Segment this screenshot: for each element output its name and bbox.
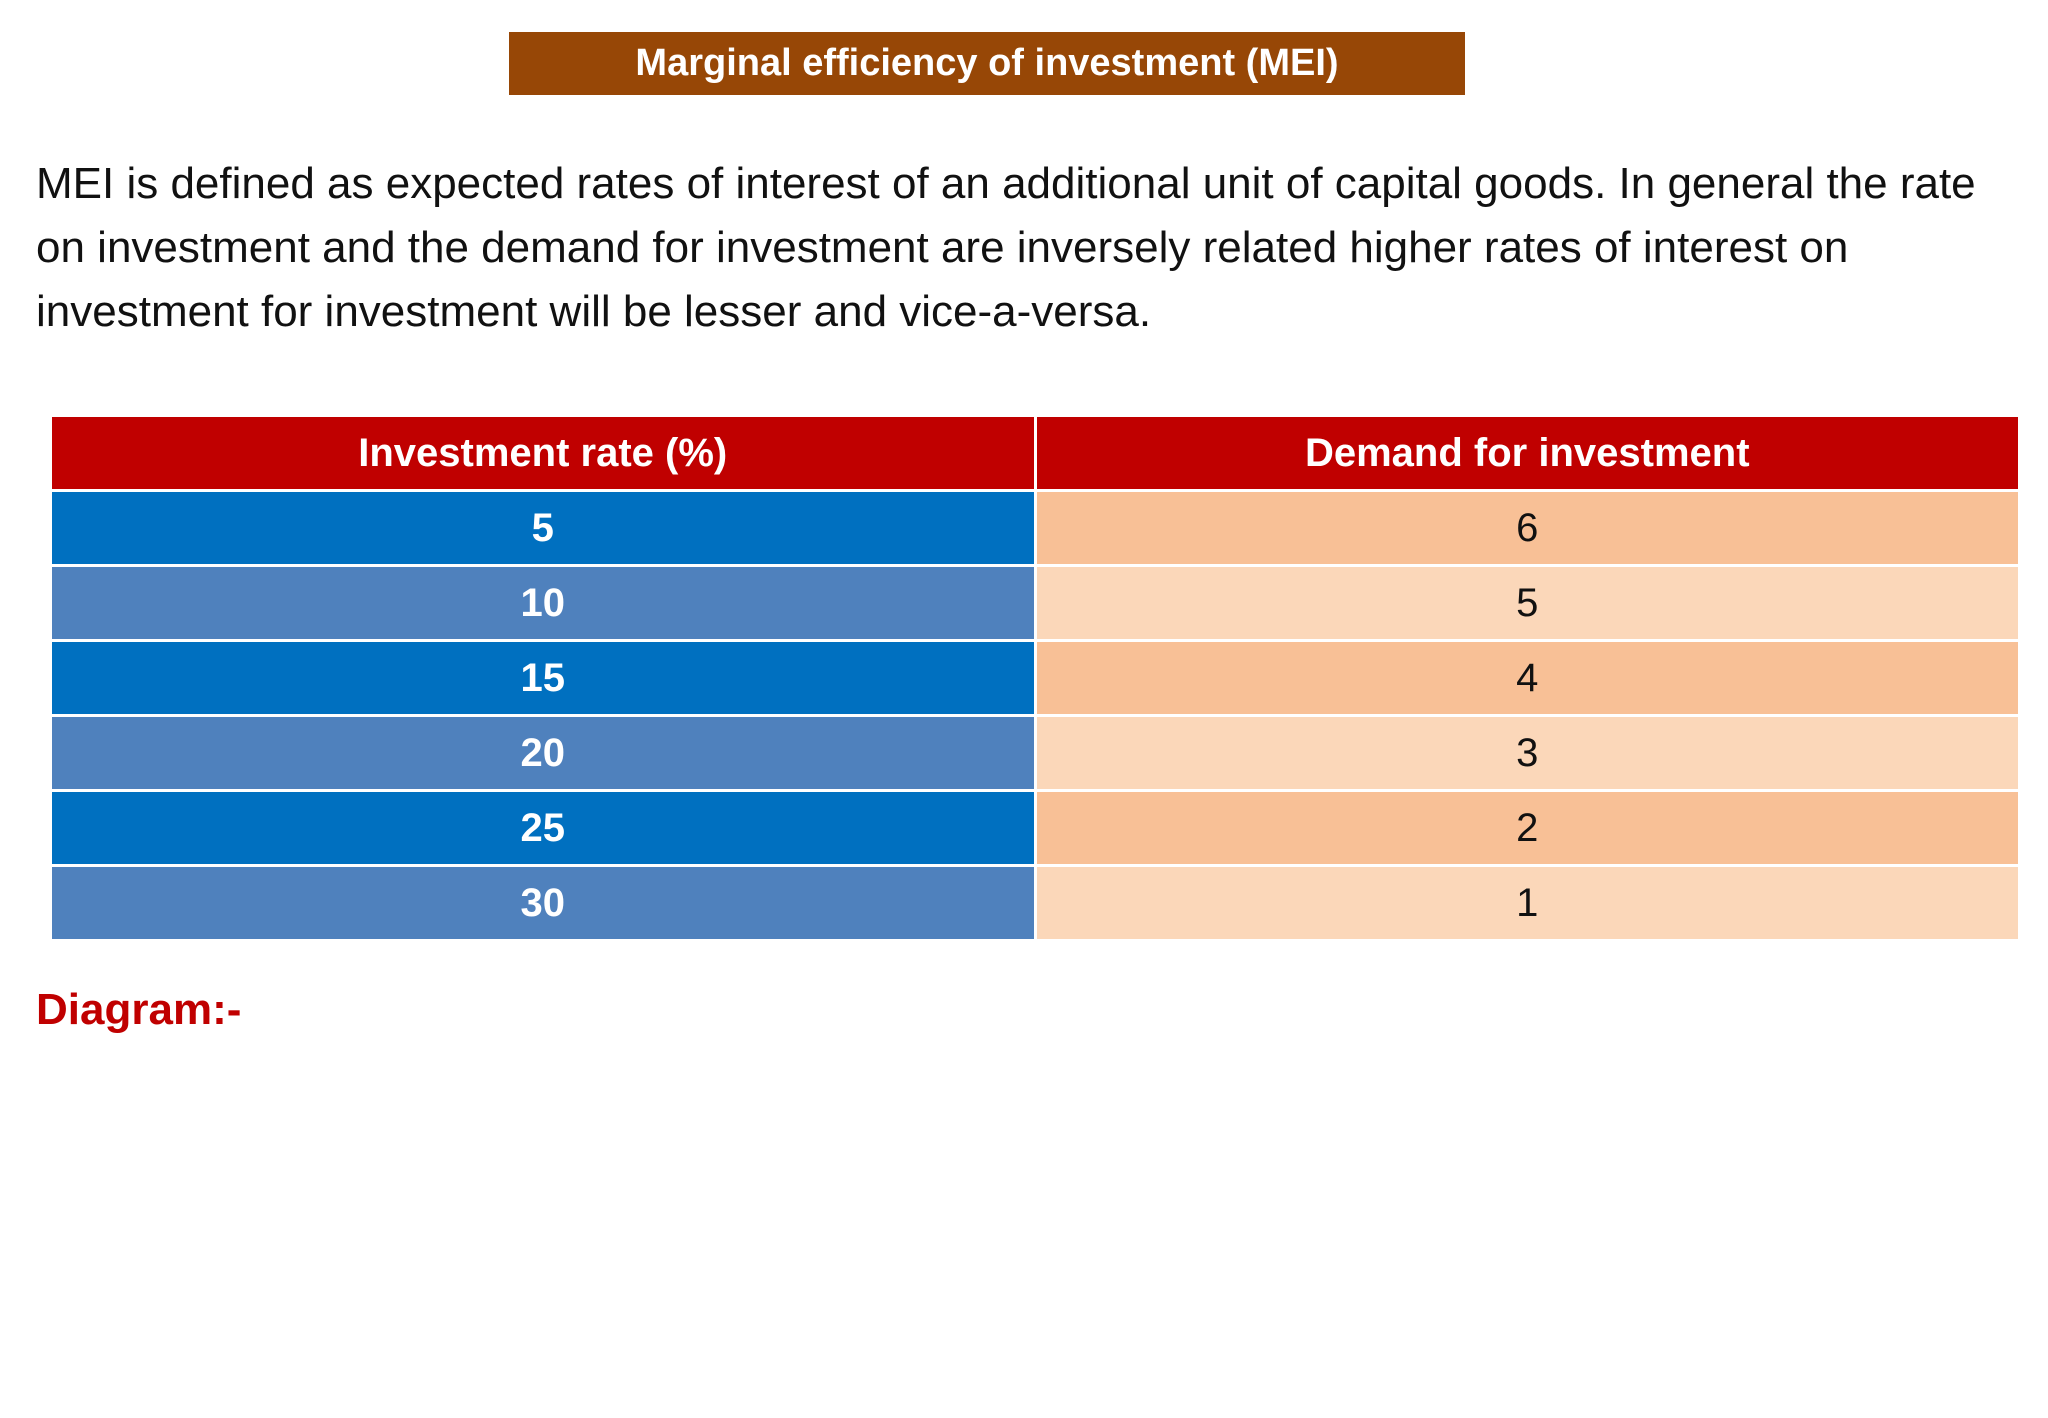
paragraph: MEI is defined as expected rates of inte… xyxy=(36,159,1976,336)
table-cell: 30 xyxy=(49,864,1037,942)
table-row: 25 2 xyxy=(49,789,2021,867)
table-cell: 15 xyxy=(49,639,1037,717)
column-header: Demand for investment xyxy=(1033,414,2021,492)
table-cell: 10 xyxy=(49,564,1037,642)
data-table: Investment rate (%) Demand for investment… xyxy=(49,414,2021,942)
table-cell: 5 xyxy=(49,489,1037,567)
table-cell: 6 xyxy=(1033,489,2021,567)
table-cell: 3 xyxy=(1033,714,2021,792)
diagram-label: Diagram:- xyxy=(36,985,242,1034)
column-header: Investment rate (%) xyxy=(49,414,1037,492)
table-row: 15 4 xyxy=(49,639,2021,717)
table-cell: 1 xyxy=(1033,864,2021,942)
table-row: 10 5 xyxy=(49,564,2021,642)
table-cell: 5 xyxy=(1033,564,2021,642)
table-row: 30 1 xyxy=(49,864,2021,942)
table-cell: 4 xyxy=(1033,639,2021,717)
table-cell: 20 xyxy=(49,714,1037,792)
table-head: Investment rate (%) Demand for investment xyxy=(49,414,2021,492)
table-body: 5 6 10 5 15 4 20 3 25 2 30 1 xyxy=(49,489,2021,942)
title: Marginal efficiency of investment (MEI) xyxy=(635,42,1339,84)
header-row: Investment rate (%) Demand for investment xyxy=(49,414,2021,492)
table-cell: 25 xyxy=(49,789,1037,867)
table-cell: 2 xyxy=(1033,789,2021,867)
table-row: 20 3 xyxy=(49,714,2021,792)
title-banner: Marginal efficiency of investment (MEI) xyxy=(509,32,1465,95)
